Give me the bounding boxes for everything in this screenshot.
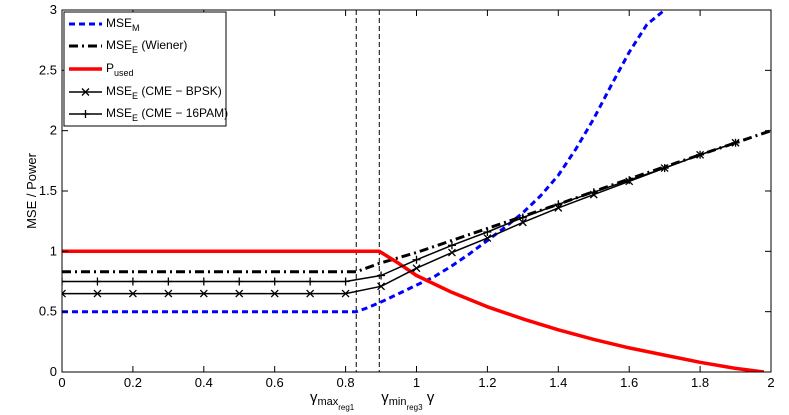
series-layer bbox=[62, 10, 771, 372]
data-point-plus bbox=[128, 277, 137, 286]
data-point-plus bbox=[625, 176, 634, 185]
data-point-x bbox=[412, 264, 421, 273]
data-point-x bbox=[199, 289, 208, 298]
series-line bbox=[62, 141, 736, 295]
y-tick-label: 2.5 bbox=[39, 62, 57, 77]
series-line bbox=[62, 141, 736, 283]
data-point-plus bbox=[483, 228, 492, 237]
data-point-plus bbox=[62, 277, 66, 286]
x-tick-label: 1.2 bbox=[478, 375, 496, 390]
vline-layer bbox=[355, 10, 380, 372]
data-point-plus bbox=[93, 277, 102, 286]
data-point-plus bbox=[164, 277, 173, 286]
data-point-plus bbox=[235, 277, 244, 286]
data-point-x bbox=[483, 234, 492, 243]
legend-label: MSEM bbox=[106, 16, 140, 33]
data-point-plus bbox=[270, 277, 279, 286]
y-tick-label: 1 bbox=[50, 243, 57, 258]
data-point-x bbox=[235, 289, 244, 298]
y-axis-label: MSE / Power bbox=[24, 152, 39, 229]
x-tick-label: 0.2 bbox=[124, 375, 142, 390]
data-point-x bbox=[93, 289, 102, 298]
vline-label: γminreg3 bbox=[381, 389, 423, 412]
x-tick-label: 1.4 bbox=[549, 375, 567, 390]
y-tick-label: 1.5 bbox=[39, 183, 57, 198]
data-point-plus bbox=[341, 277, 350, 286]
data-point-plus bbox=[554, 200, 563, 209]
y-tick-label: 0 bbox=[50, 364, 57, 379]
data-point-plus bbox=[660, 164, 669, 173]
data-point-plus bbox=[518, 213, 527, 222]
data-point-x bbox=[306, 289, 315, 298]
y-tick-label: 2 bbox=[50, 123, 57, 138]
y-tick-label: 0.5 bbox=[39, 304, 57, 319]
data-point-plus bbox=[447, 241, 456, 250]
data-point-plus bbox=[377, 271, 386, 280]
data-point-x bbox=[377, 282, 386, 291]
x-tick-label: 2 bbox=[767, 375, 774, 390]
data-point-plus bbox=[731, 138, 740, 147]
x-tick-label: 1.8 bbox=[691, 375, 709, 390]
data-point-x bbox=[62, 289, 66, 298]
data-point-plus bbox=[199, 277, 208, 286]
x-tick-label: 0.8 bbox=[337, 375, 355, 390]
legend-label: MSEE (Wiener) bbox=[106, 38, 187, 55]
vline-label: γmaxreg1 bbox=[310, 389, 355, 412]
x-tick-label: 1.6 bbox=[620, 375, 638, 390]
x-tick-label: 0.4 bbox=[195, 375, 213, 390]
data-point-x bbox=[447, 248, 456, 257]
data-point-x bbox=[341, 289, 350, 298]
x-tick-label: 0 bbox=[58, 375, 65, 390]
x-tick-label: 0.6 bbox=[266, 375, 284, 390]
legend-marker bbox=[81, 88, 90, 96]
series-line bbox=[62, 249, 765, 372]
data-point-x bbox=[270, 289, 279, 298]
data-point-plus bbox=[306, 277, 315, 286]
data-point-plus bbox=[589, 188, 598, 197]
data-point-x bbox=[128, 289, 137, 298]
y-tick-label: 3 bbox=[50, 2, 57, 17]
data-point-x bbox=[518, 218, 527, 227]
x-tick-label: 1 bbox=[413, 375, 420, 390]
data-point-plus bbox=[412, 255, 421, 264]
x-axis-label: γ bbox=[427, 389, 435, 406]
data-point-plus bbox=[696, 150, 705, 159]
legend-marker bbox=[81, 110, 90, 118]
data-point-x bbox=[164, 289, 173, 298]
